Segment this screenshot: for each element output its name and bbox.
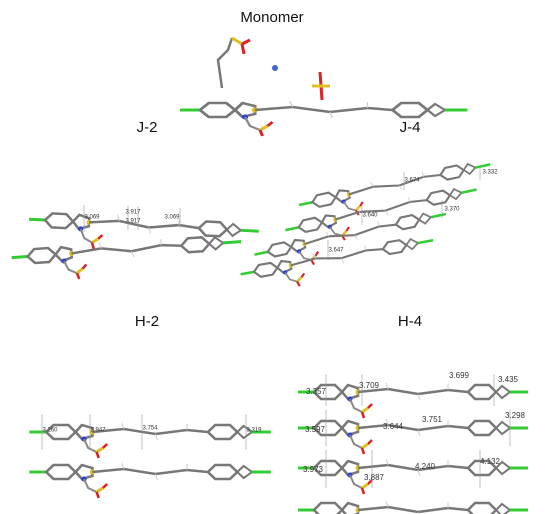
distance-label: 3.647 (328, 248, 344, 254)
distance-label: 3.751 (422, 415, 443, 424)
distance-label: 3.640 (362, 213, 378, 219)
distance-label: 3.917 (125, 219, 141, 225)
j4-molecules (239, 157, 495, 296)
monomer-molecule (180, 38, 468, 136)
molecule (298, 501, 528, 514)
molecule (29, 463, 271, 498)
distance-label: 3.370 (444, 207, 460, 213)
distance-label: 3.887 (364, 473, 385, 482)
molecule (28, 210, 260, 257)
distance-label: 3.597 (305, 425, 326, 434)
distance-label: 3.069 (164, 215, 180, 221)
panel-title: J-2 (137, 119, 158, 136)
panel-title: H-4 (398, 313, 422, 330)
molecule (239, 233, 437, 296)
panel-title: H-2 (135, 313, 159, 330)
distance-label: 3.754 (142, 426, 158, 432)
distance-label: 3.435 (498, 375, 519, 384)
molecule (11, 233, 243, 284)
distance-label: 3.973 (303, 465, 324, 474)
h4-molecules (298, 374, 528, 514)
molecule (298, 419, 528, 454)
figure: Monomer J-2 3.069 3.917 3.917 3.069 J-4 … (0, 0, 545, 514)
panel-title: Monomer (240, 9, 303, 26)
panel-title: J-4 (400, 119, 421, 136)
distance-label: 3.260 (42, 428, 58, 434)
distance-label: 3.319 (246, 428, 262, 434)
distance-label: 3.644 (383, 422, 404, 431)
distance-label: 3.298 (505, 411, 526, 420)
distance-label: 3.332 (482, 170, 498, 176)
distance-label: 3.699 (449, 371, 470, 380)
distance-label: 3.674 (404, 178, 420, 184)
page: {"panels": [ {"label": "Monomer"}, {"lab… (0, 0, 545, 514)
distance-label: 3.917 (125, 210, 141, 216)
body: Monomer J-2 3.069 3.917 3.917 3.069 J-4 … (0, 0, 545, 514)
distance-label: 4.240 (415, 462, 436, 471)
molecule (180, 101, 468, 136)
j2-molecules (11, 205, 259, 284)
distance-label: 3.947 (90, 428, 106, 434)
molecule (298, 383, 528, 418)
distance-label: 3.069 (84, 215, 100, 221)
distance-label: 3.709 (359, 381, 380, 390)
distance-label: 3.357 (306, 387, 327, 396)
distance-label: 4.132 (480, 457, 501, 466)
